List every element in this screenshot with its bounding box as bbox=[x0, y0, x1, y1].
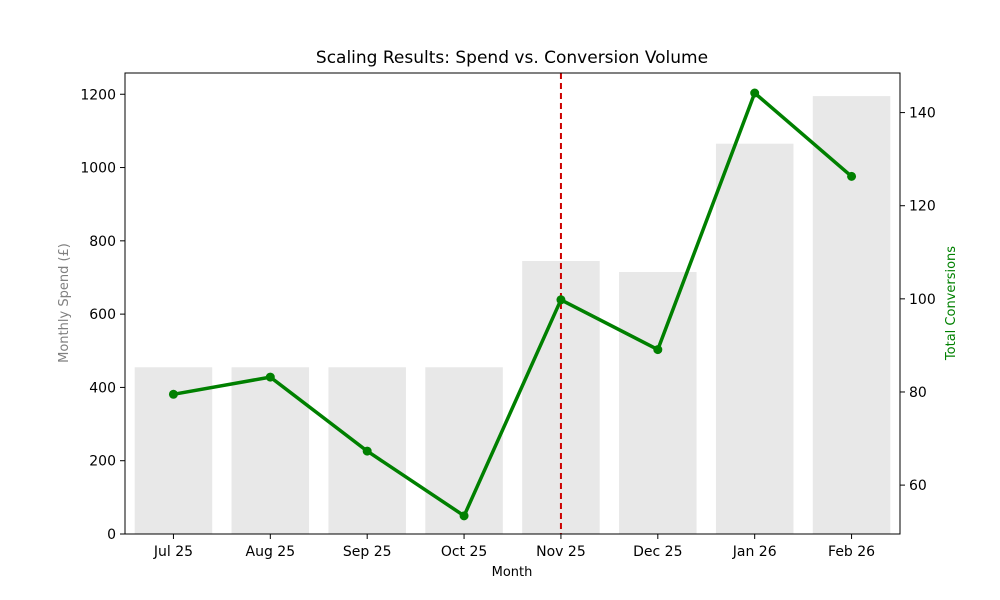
y-right-tick-label: 60 bbox=[909, 478, 927, 494]
y-left-tick-label: 600 bbox=[89, 307, 116, 323]
x-tick-label: Aug 25 bbox=[246, 544, 296, 560]
x-tick-label: Feb 26 bbox=[828, 544, 875, 560]
y-right-tick-label: 100 bbox=[909, 292, 936, 308]
y-right-tick-label: 80 bbox=[909, 385, 927, 401]
y-left-tick-label: 800 bbox=[89, 234, 116, 250]
conversion-point bbox=[653, 345, 663, 355]
conversion-point bbox=[265, 372, 275, 382]
conversions-line bbox=[173, 91, 853, 518]
y-left-tick-label: 0 bbox=[107, 527, 116, 543]
conversion-point bbox=[459, 511, 469, 521]
spend-bar bbox=[619, 271, 697, 534]
y-left-tick-label: 1200 bbox=[80, 87, 116, 103]
conversion-point bbox=[750, 88, 760, 98]
x-tick-label: Nov 25 bbox=[536, 544, 586, 560]
ticks: Jul 25 Aug 25 Sep 25 Oct 25 Nov 25 Dec 25 Jan … bbox=[80, 87, 935, 560]
spend-bar bbox=[715, 143, 794, 534]
x-tick-label: Dec 25 bbox=[633, 544, 682, 560]
axes bbox=[124, 72, 901, 535]
x-tick-label: Jul 25 bbox=[153, 544, 193, 560]
x-axis-label: Month bbox=[492, 565, 533, 580]
y-left-tick-label: 400 bbox=[89, 380, 116, 396]
spend-bars bbox=[134, 96, 891, 535]
y-left-tick-label: 1000 bbox=[80, 161, 116, 177]
conversion-point bbox=[556, 295, 566, 305]
x-tick-label: Jan 26 bbox=[732, 544, 777, 560]
x-tick-label: Oct 25 bbox=[441, 544, 487, 560]
y-right-tick-label: 140 bbox=[909, 106, 936, 122]
chart-title: Scaling Results: Spend vs. Conversion Vo… bbox=[316, 48, 708, 68]
y-right-tick-label: 120 bbox=[909, 199, 936, 215]
conversions-line-group bbox=[168, 88, 857, 521]
plot-frame bbox=[124, 72, 901, 535]
y-axis-right-label: Total Conversions bbox=[944, 246, 959, 361]
spend-bar bbox=[231, 367, 310, 534]
y-axis-left-label: Monthly Spend (£) bbox=[57, 243, 72, 363]
y-left-tick-label: 200 bbox=[89, 454, 116, 470]
spend-bar bbox=[425, 367, 503, 534]
conversion-point bbox=[168, 389, 178, 399]
x-tick-label: Sep 25 bbox=[343, 544, 392, 560]
conversion-point bbox=[362, 446, 372, 456]
spend-bar bbox=[812, 96, 891, 535]
conversion-point bbox=[847, 171, 857, 181]
